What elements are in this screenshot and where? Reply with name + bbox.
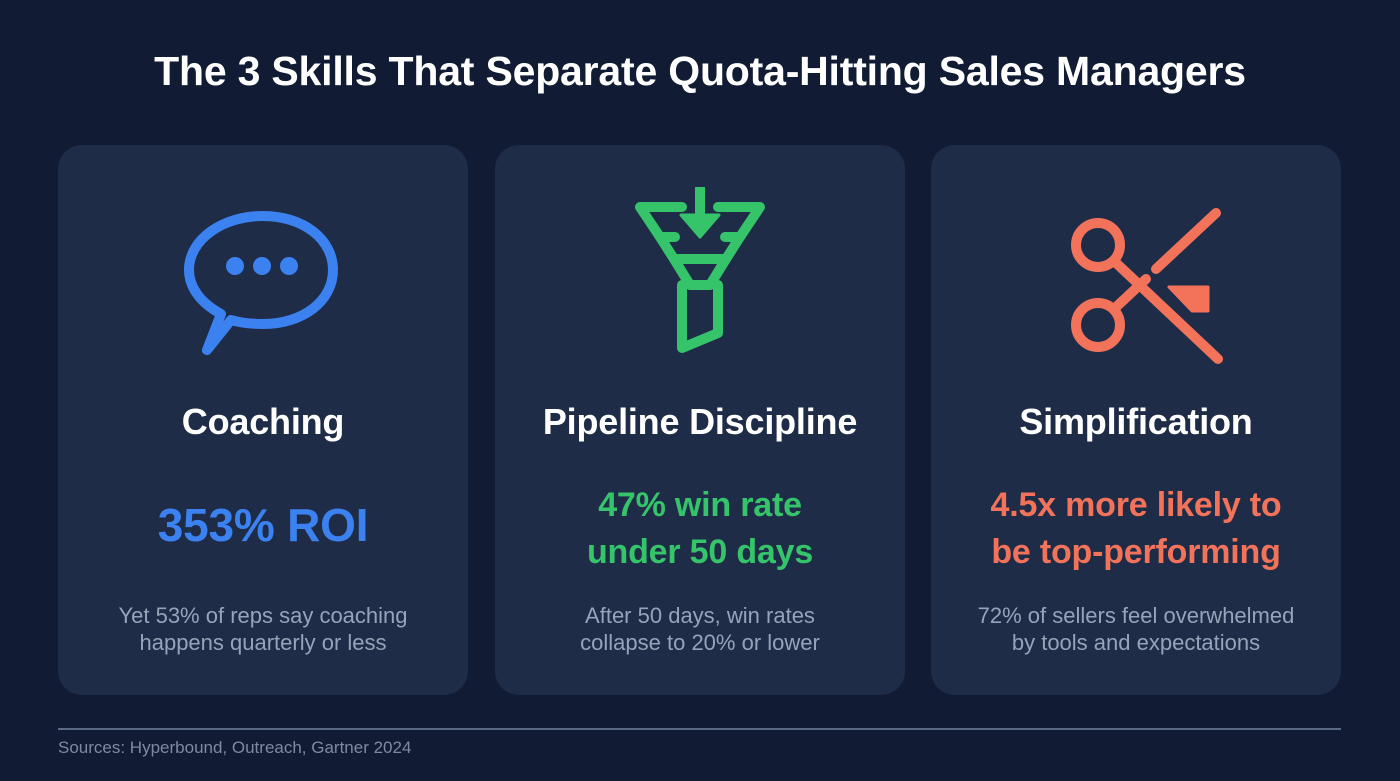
skill-stat: 4.5x more likely to be top-performing [931,482,1341,576]
description-line: happens quarterly or less [139,630,387,655]
skill-stat: 353% ROI [58,500,468,550]
description-line: Yet 53% of reps say coaching [118,603,408,628]
stat-line: 4.5x more likely to [990,486,1282,524]
description-line: 72% of sellers feel overwhelmed [977,603,1295,628]
stat-line: be top-performing [991,533,1281,571]
skill-description: After 50 days, win rates collapse to 20%… [495,602,905,656]
skill-name: Simplification [1019,401,1253,442]
scissors-icon [931,185,1341,365]
footer-divider [58,728,1341,730]
chat-bubble-icon [58,185,468,365]
skill-name: Coaching [181,401,345,442]
stat-line: 353% ROI [157,499,369,551]
stat-line: under 50 days [586,533,814,571]
skill-description: 72% of sellers feel overwhelmed by tools… [931,602,1341,656]
skill-description: Yet 53% of reps say coaching happens qua… [58,602,468,656]
funnel-icon [495,185,905,365]
sources-note: Sources: Hyperbound, Outreach, Gartner 2… [58,738,412,757]
stat-line: 47% win rate [598,486,802,524]
skill-stat: 47% win rate under 50 days [495,482,905,576]
skill-card-pipeline-discipline: Pipeline Discipline 47% win rate under 5… [495,145,905,695]
skill-name: Pipeline Discipline [542,401,858,442]
skill-card-coaching: Coaching 353% ROI Yet 53% of reps say co… [58,145,468,695]
description-line: by tools and expectations [1011,630,1261,655]
description-line: After 50 days, win rates [585,603,815,628]
description-line: collapse to 20% or lower [580,630,820,655]
page-title: The 3 Skills That Separate Quota-Hitting… [154,48,1246,94]
skill-card-simplification: Simplification 4.5x more likely to be to… [931,145,1341,695]
